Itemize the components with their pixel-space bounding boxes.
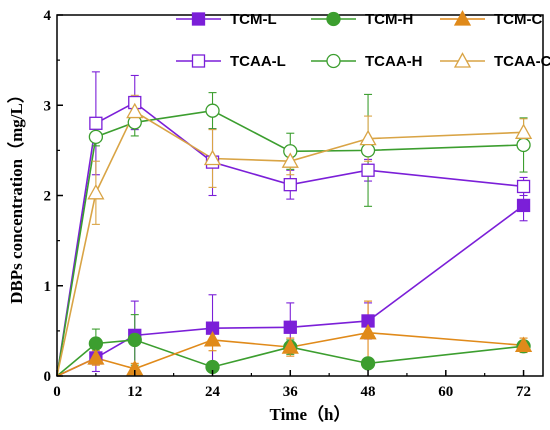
x-tick-label: 36 xyxy=(283,384,299,400)
x-axis-label: Time（h） xyxy=(270,404,351,424)
series-tcm-l-point xyxy=(516,198,531,213)
series-tcm-c-point xyxy=(359,323,377,340)
y-tick-label: 0 xyxy=(44,369,52,385)
data-markers xyxy=(87,95,533,376)
series-tcaa-c-point xyxy=(203,149,222,166)
series-tcaa-l-point xyxy=(361,163,375,177)
legend-tcm-l-label: TCM-L xyxy=(230,11,277,28)
series-tcaa-l-point xyxy=(516,179,531,194)
series-tcm-c-point xyxy=(87,349,105,365)
series-tcaa-c-point xyxy=(514,123,533,139)
legend-tcm-h-label: TCM-H xyxy=(365,11,413,28)
legend: TCM-L TCM-H TCM-C TCAA-L TCAA-H TCAA-C xyxy=(176,10,550,70)
x-tick-label: 72 xyxy=(516,384,531,400)
series-tcaa-c-point xyxy=(281,152,299,168)
legend-tcaa-h-marker xyxy=(326,53,341,69)
legend-tcaa-c-marker xyxy=(453,52,472,68)
legend-tcaa-h-label: TCAA-H xyxy=(365,53,423,70)
series-tcaa-h-point xyxy=(88,129,104,144)
error-bars xyxy=(91,71,528,375)
x-tick-label: 12 xyxy=(127,384,142,400)
plot-frame xyxy=(56,14,544,377)
legend-tcaa-c-label: TCAA-C xyxy=(494,53,550,70)
series-tcaa-h-point xyxy=(360,143,376,158)
series-tcaa-c-point xyxy=(87,183,105,200)
series-tcaa-c-point xyxy=(359,129,377,146)
series-tcm-h-point xyxy=(88,336,104,351)
series-tcm-c-point xyxy=(514,336,533,352)
series-tcaa-h-point xyxy=(516,137,531,153)
x-tick-label: 60 xyxy=(438,384,453,400)
series-tcaa-l-point xyxy=(89,116,103,130)
y-axis-label: DBPs concentration（mg/L） xyxy=(6,86,26,304)
series-tcm-l-point xyxy=(283,320,297,334)
x-tick-label: 0 xyxy=(53,384,61,400)
series-tcm-h-point xyxy=(360,356,376,371)
series-tcm-c-point xyxy=(281,338,299,354)
legend-tcm-c-marker xyxy=(453,10,472,26)
series-tcaa-h-point xyxy=(205,103,220,118)
legend-tcaa-l-marker xyxy=(191,54,206,68)
series-tcaa-c-point xyxy=(126,102,144,119)
legend-tcm-h-marker xyxy=(326,11,341,27)
series-tcm-h-point xyxy=(127,332,142,348)
legend-tcm-c-label: TCM-C xyxy=(494,11,542,28)
legend-tcm-l-marker xyxy=(191,12,206,26)
series-tcaa-l-point xyxy=(283,178,297,192)
y-tick-label: 2 xyxy=(44,189,52,205)
y-tick-label: 1 xyxy=(44,279,52,295)
y-tick-label: 4 xyxy=(44,8,52,24)
legend-tcaa-l-label: TCAA-L xyxy=(230,53,286,70)
y-tick-label: 3 xyxy=(44,98,52,114)
x-tick-label: 48 xyxy=(361,384,376,400)
series-tcm-c-point xyxy=(203,331,222,347)
x-tick-label: 24 xyxy=(205,384,221,400)
